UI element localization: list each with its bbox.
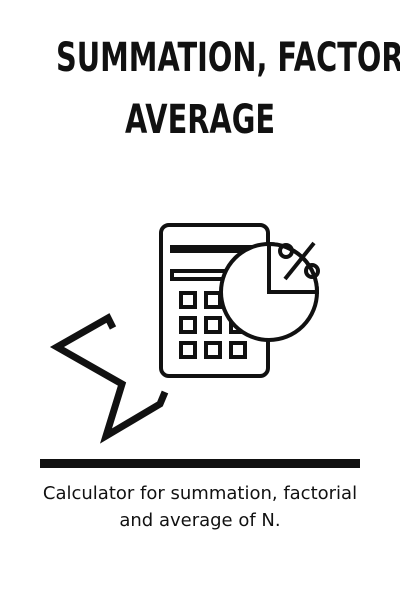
sigma-icon bbox=[49, 313, 169, 444]
caption-line-1: Calculator for summation, factorial bbox=[42, 483, 358, 504]
divider-line bbox=[40, 459, 360, 468]
caption-line-2: and average of N. bbox=[119, 510, 281, 531]
percent-icon bbox=[278, 241, 320, 281]
caption: Calculator for summation, factorial and … bbox=[0, 480, 400, 534]
title-line-2: AVERAGE bbox=[124, 97, 276, 143]
title-line-1: SUMMATION, FACTORIAL bbox=[56, 35, 400, 81]
